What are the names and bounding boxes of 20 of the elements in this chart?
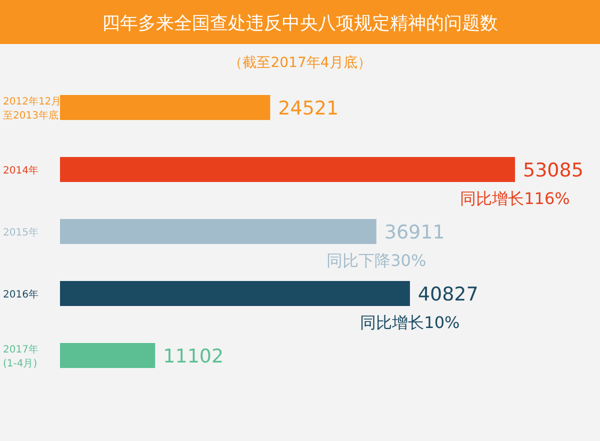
y-tick-label: 2014年	[3, 164, 38, 176]
bar	[60, 95, 270, 120]
data-label: 24521	[278, 98, 339, 120]
chart-title: 四年多来全国查处违反中央八项规定精神的问题数	[102, 13, 498, 34]
bar	[60, 157, 515, 182]
y-tick-label: 2015年	[3, 226, 38, 238]
y-tick-label: 2012年12月至2013年底	[3, 96, 62, 122]
data-label: 40827	[418, 284, 478, 306]
annotation: 同比下降30%	[326, 251, 426, 270]
y-tick-label: 2016年	[3, 288, 38, 300]
bar	[60, 281, 410, 306]
data-label: 11102	[163, 346, 224, 368]
bar	[60, 343, 156, 368]
chart-subtitle: （截至2017年4月底）	[228, 55, 372, 71]
annotation: 同比增长10%	[360, 313, 460, 332]
annotation: 同比增长116%	[460, 189, 570, 208]
y-tick-label: 2017年(1-4月)	[3, 344, 38, 370]
data-label: 53085	[523, 160, 584, 182]
bar	[60, 219, 376, 244]
data-label: 36911	[384, 222, 445, 244]
